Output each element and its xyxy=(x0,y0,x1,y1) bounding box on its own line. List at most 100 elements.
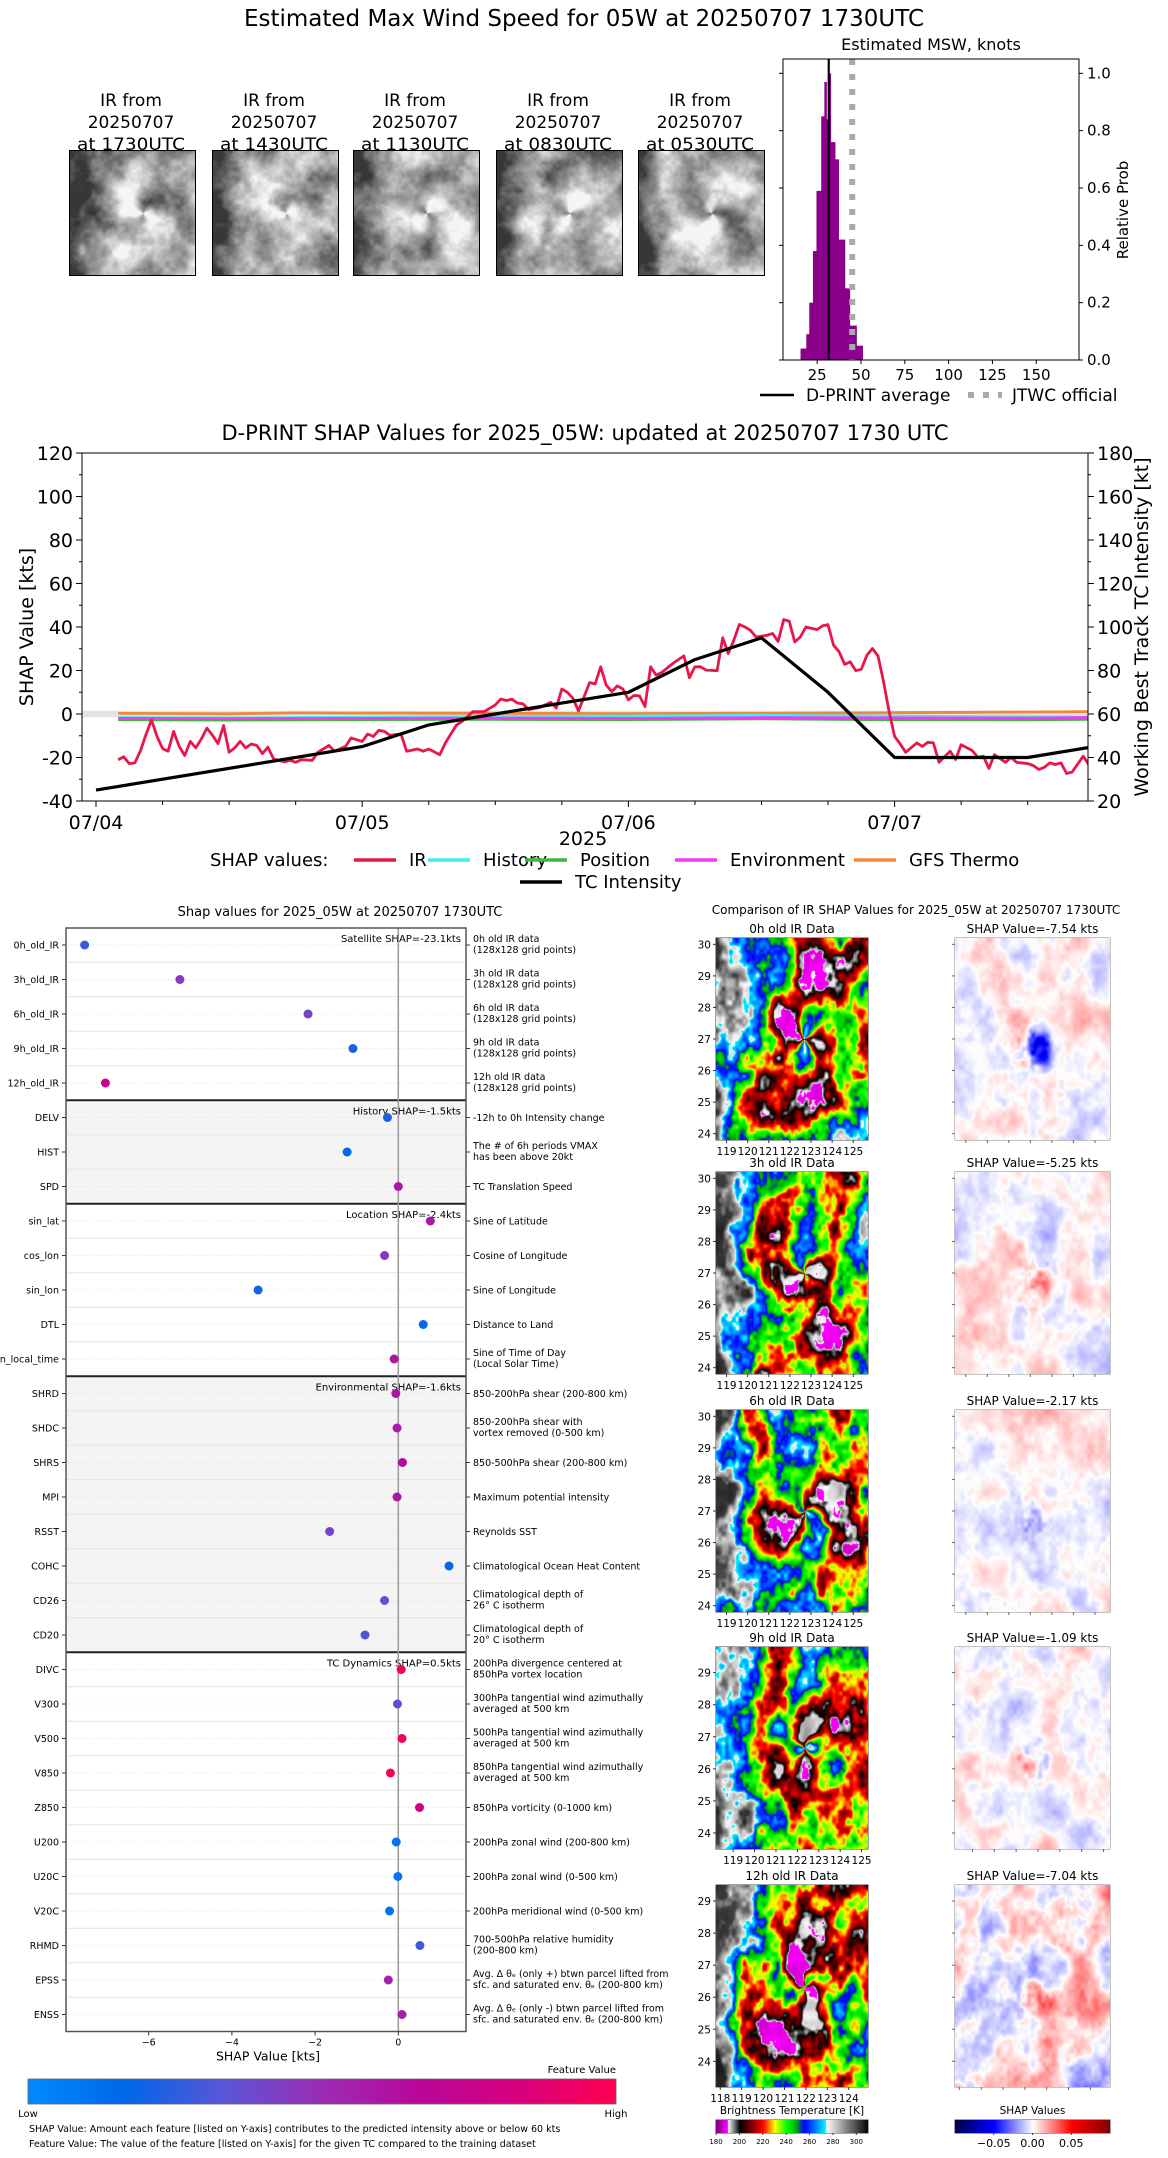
shap-map-title: SHAP Value=-1.09 kts xyxy=(967,1631,1099,1645)
feature-label: CD20 xyxy=(33,1631,59,1642)
bt-colorbar-label: Brightness Temperature [K] xyxy=(720,2105,864,2117)
feature-label: 3h_old_IR xyxy=(14,975,60,986)
ir-map-title: 9h old IR Data xyxy=(749,1631,835,1645)
lon-tick-label: 124 xyxy=(830,1855,850,1867)
lon-tick-label: 122 xyxy=(780,1618,800,1630)
feature-description: 200hPa zonal wind (200-800 km) xyxy=(473,1838,630,1849)
ir-thumbnail-image xyxy=(69,150,196,276)
feature-description: Avg. Δ θₑ (only +) btwn parcel lifted fr… xyxy=(473,1969,668,1980)
colorbar-label: Feature Value xyxy=(548,2065,616,2076)
feature-description: (128x128 grid points) xyxy=(473,1049,576,1060)
lon-tick-label: 124 xyxy=(822,1618,842,1630)
y-right-tick-label: 80 xyxy=(1097,661,1121,683)
series-line-gfs-thermo xyxy=(118,710,1088,716)
feature-label: 9h_old_IR xyxy=(14,1044,60,1055)
feature-label: SPD xyxy=(40,1182,59,1193)
feature-description: Distance to Land xyxy=(473,1320,553,1331)
shap-map-title: SHAP Value=-2.17 kts xyxy=(967,1394,1099,1408)
shap-dot xyxy=(392,1423,402,1433)
x-axis-label: SHAP Value [kts] xyxy=(216,2049,320,2064)
ir-thumbnail-image xyxy=(496,150,623,276)
lon-tick-label: 122 xyxy=(780,1146,800,1158)
lat-tick-label: 25 xyxy=(698,1796,711,1808)
feature-label: DELV xyxy=(35,1113,60,1124)
lat-tick-label: 27 xyxy=(698,1732,711,1744)
lon-tick-label: 121 xyxy=(774,2093,794,2105)
group-shap-label: Satellite SHAP=-23.1kts xyxy=(341,934,461,945)
histogram-frame xyxy=(782,58,1080,361)
lon-tick-label: 121 xyxy=(759,1380,779,1392)
lat-tick-label: 28 xyxy=(698,1002,711,1014)
shap-dot xyxy=(389,1354,399,1364)
feature-label: sin_local_time xyxy=(0,1355,59,1366)
y-right-tick-label: 100 xyxy=(1097,617,1133,639)
lat-tick-label: 24 xyxy=(698,2056,712,2068)
lat-tick-label: 25 xyxy=(698,1569,711,1581)
lon-tick-label: 122 xyxy=(796,2093,816,2105)
thumbnail-label: 20250707 xyxy=(231,113,318,133)
lon-tick-label: 121 xyxy=(759,1146,779,1158)
thumbnail-label: 20250707 xyxy=(657,113,744,133)
feature-label: Z850 xyxy=(34,1803,59,1814)
lon-tick-label: 125 xyxy=(852,1855,872,1867)
histogram-title: Estimated MSW, knots xyxy=(841,35,1021,54)
x-tick-label: 07/04 xyxy=(69,812,124,834)
shap-map-image xyxy=(955,1885,1110,2087)
feature-description: 850hPa tangential wind azimuthally xyxy=(473,1762,644,1773)
shap-dot xyxy=(393,1182,403,1191)
x-tick-label: −4 xyxy=(225,2038,239,2049)
ir-map-image xyxy=(716,1410,868,1612)
shap-dot xyxy=(380,1251,390,1260)
ir-map-image xyxy=(716,1647,868,1849)
series-line-environment xyxy=(118,716,1088,720)
ir-map-title: 6h old IR Data xyxy=(749,1394,835,1408)
legend-label: History xyxy=(483,850,547,871)
shap-colorbar-label: SHAP Values xyxy=(1000,2105,1066,2117)
lat-tick-label: 27 xyxy=(698,1506,711,1518)
histogram-bar xyxy=(838,239,846,360)
lon-tick-label: 119 xyxy=(717,1618,737,1630)
feature-label: EPSS xyxy=(35,1976,59,1987)
lat-tick-label: 26 xyxy=(698,1300,712,1312)
lon-tick-label: 123 xyxy=(817,2093,837,2105)
ir-thumbnail-image xyxy=(353,150,480,276)
feature-description: TC Translation Speed xyxy=(472,1182,572,1193)
feature-description: Climatological depth of xyxy=(473,1590,584,1601)
feature-description: The # of 6h periods VMAX xyxy=(472,1141,598,1152)
feature-label: RHMD xyxy=(30,1941,59,1952)
series-line-tc-intensity xyxy=(95,636,1088,792)
y-left-axis-label: SHAP Value [kts] xyxy=(16,548,38,706)
shap-dot xyxy=(382,1113,392,1122)
lat-tick-label: 30 xyxy=(698,939,711,951)
bt-colorbar-tick-label: 180 xyxy=(709,2138,722,2146)
histogram-bar xyxy=(809,302,814,360)
lat-tick-label: 24 xyxy=(698,1601,712,1613)
lat-tick-label: 28 xyxy=(698,1928,711,1940)
feature-description: has been above 20kt xyxy=(473,1152,573,1163)
lat-tick-label: 28 xyxy=(698,1236,711,1248)
x-tick-label: 25 xyxy=(808,366,827,384)
colorbar-high-label: High xyxy=(605,2109,628,2120)
ir-map-title: 12h old IR Data xyxy=(745,1869,838,1883)
y-left-tick-label: -20 xyxy=(42,748,73,770)
lon-tick-label: 123 xyxy=(801,1618,821,1630)
feature-description: 12h old IR data xyxy=(473,1072,545,1083)
shap-summary-frame xyxy=(65,927,467,2033)
x-tick-label: 125 xyxy=(978,366,1007,384)
x-axis-label: 2025 xyxy=(559,828,607,850)
shap-map-image xyxy=(955,1410,1110,1612)
y-left-tick-label: 40 xyxy=(49,617,73,639)
group-shap-label: History SHAP=-1.5kts xyxy=(353,1107,461,1118)
lon-tick-label: 120 xyxy=(753,2093,773,2105)
lat-tick-label: 26 xyxy=(698,1538,712,1550)
y-tick-label: 0.2 xyxy=(1087,294,1111,312)
ir-map-image xyxy=(716,938,868,1140)
shap-dot xyxy=(391,1389,401,1398)
shap-dot xyxy=(253,1285,263,1295)
footnote: Feature Value: The value of the feature … xyxy=(29,2139,536,2150)
feature-description: (128x128 grid points) xyxy=(473,980,576,991)
lon-tick-label: 125 xyxy=(843,1380,863,1392)
lat-tick-label: 27 xyxy=(698,1960,711,1972)
